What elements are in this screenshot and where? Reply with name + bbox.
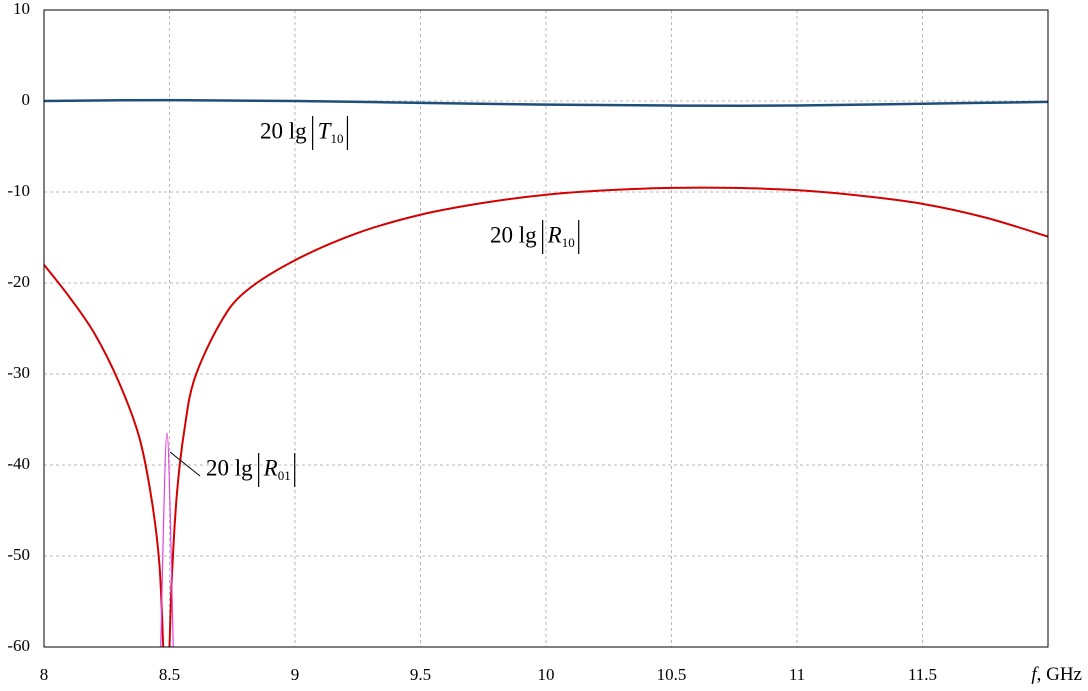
series-line: [44, 186, 1048, 647]
x-tick-label: 10: [538, 665, 555, 684]
series-line: [44, 98, 1048, 107]
x-axis-label: f, GHz: [1031, 664, 1082, 685]
annotation-subscript: 10: [562, 235, 575, 250]
x-tick-label: 9.5: [410, 665, 431, 684]
series-line: [160, 432, 174, 647]
y-tick-label: -40: [7, 454, 30, 473]
annotation-text: 20 lg: [206, 455, 253, 480]
x-tick-label: 11.5: [908, 665, 937, 684]
plot-frame: [43, 9, 1049, 648]
x-tick-label: 10.5: [657, 665, 687, 684]
x-tick-label: 8: [40, 665, 49, 684]
x-tick-label: 11: [789, 665, 805, 684]
y-tick-label: -30: [7, 363, 30, 382]
leader-line: [169, 451, 201, 477]
annotation-symbol: R: [263, 455, 278, 480]
y-tick-label: -50: [7, 545, 30, 564]
y-tick-label: -10: [7, 181, 30, 200]
annotation-text: 20 lg: [260, 118, 307, 143]
annotation-symbol: R: [547, 222, 562, 247]
annotation-subscript: 10: [330, 131, 343, 146]
y-tick-label: -60: [7, 636, 30, 655]
y-tick-label: -20: [7, 272, 30, 291]
annotation-subscript: 01: [278, 468, 291, 483]
annotation-symbol: T: [318, 118, 333, 143]
x-tick-label: 8.5: [159, 665, 180, 684]
y-tick-label: 0: [22, 90, 31, 109]
y-tick-label: 10: [13, 0, 30, 18]
x-tick-label: 9: [291, 665, 300, 684]
annotation-text: 20 lg: [490, 222, 537, 247]
x-axis-unit: , GHz: [1037, 664, 1082, 685]
x-axis-symbol: f: [1031, 664, 1039, 685]
